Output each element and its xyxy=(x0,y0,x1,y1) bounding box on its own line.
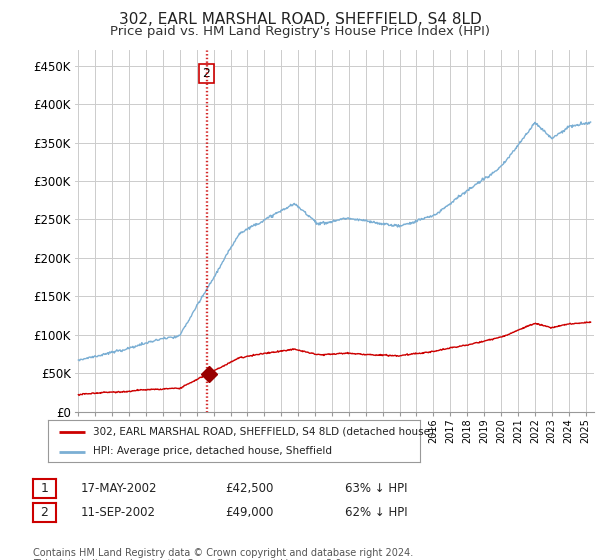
Text: HPI: Average price, detached house, Sheffield: HPI: Average price, detached house, Shef… xyxy=(92,446,332,456)
Text: 302, EARL MARSHAL ROAD, SHEFFIELD, S4 8LD (detached house): 302, EARL MARSHAL ROAD, SHEFFIELD, S4 8L… xyxy=(92,427,434,437)
Text: 11-SEP-2002: 11-SEP-2002 xyxy=(81,506,156,519)
Text: 302, EARL MARSHAL ROAD, SHEFFIELD, S4 8LD: 302, EARL MARSHAL ROAD, SHEFFIELD, S4 8L… xyxy=(119,12,481,27)
Text: £49,000: £49,000 xyxy=(225,506,274,519)
Text: Price paid vs. HM Land Registry's House Price Index (HPI): Price paid vs. HM Land Registry's House … xyxy=(110,25,490,38)
Text: 62% ↓ HPI: 62% ↓ HPI xyxy=(345,506,407,519)
Text: 63% ↓ HPI: 63% ↓ HPI xyxy=(345,482,407,496)
Text: 2: 2 xyxy=(203,67,211,80)
Text: £42,500: £42,500 xyxy=(225,482,274,496)
Text: 17-MAY-2002: 17-MAY-2002 xyxy=(81,482,157,496)
Text: 2: 2 xyxy=(40,506,49,519)
Text: 1: 1 xyxy=(40,482,49,496)
Text: Contains HM Land Registry data © Crown copyright and database right 2024.
This d: Contains HM Land Registry data © Crown c… xyxy=(33,548,413,560)
